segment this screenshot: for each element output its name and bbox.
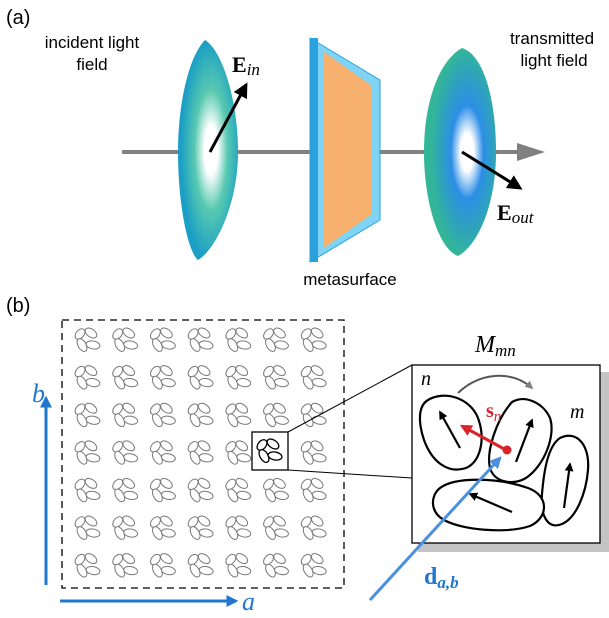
unit-cell	[110, 438, 139, 467]
unit-cell	[185, 325, 215, 354]
e-in-sub: in	[247, 60, 260, 79]
unit-cell-lattice	[72, 325, 328, 580]
dipole-arrow-m	[514, 418, 534, 463]
unit-cell	[185, 438, 215, 467]
scatterer-bottom	[431, 478, 545, 532]
unit-cell	[147, 325, 177, 354]
metasurface-label: metasurface	[303, 270, 397, 289]
unit-cell	[147, 551, 177, 580]
unit-cell	[298, 513, 328, 542]
unit-cell	[223, 513, 252, 542]
unit-cell	[223, 438, 252, 467]
unit-cell	[147, 400, 177, 429]
unit-cell	[72, 363, 102, 392]
e-in-label: Ein	[232, 52, 260, 79]
unit-cell	[110, 551, 139, 580]
incident-beam	[178, 40, 238, 260]
unit-cell	[110, 325, 139, 354]
metasurface	[309, 37, 381, 263]
unit-cell	[185, 400, 215, 429]
panel-a-label: (a)	[6, 7, 30, 29]
unit-cell	[110, 475, 139, 504]
e-out-label: Eout	[497, 200, 535, 227]
unit-cell	[261, 400, 290, 429]
unit-cell	[185, 513, 215, 542]
e-out-main: E	[497, 200, 512, 225]
unit-cell	[261, 551, 290, 580]
unit-cell	[72, 551, 102, 580]
axis-a-label: a	[242, 587, 255, 616]
m-mn-main: M	[474, 332, 497, 358]
unit-cell	[147, 438, 177, 467]
unit-cell	[110, 400, 139, 429]
unit-cell	[298, 551, 328, 580]
lattice-boundary	[61, 319, 345, 589]
metasurface-side	[310, 38, 318, 262]
s-n-arrow	[459, 424, 507, 452]
s-n-label: sn	[486, 400, 501, 425]
unit-cell	[261, 363, 290, 392]
unit-cell	[223, 551, 252, 580]
unit-cell	[261, 325, 290, 354]
unit-cell	[298, 363, 328, 392]
unit-cell	[223, 325, 252, 354]
e-out-sub: out	[512, 208, 535, 227]
unit-cell	[72, 438, 102, 467]
metasurface-plate	[324, 52, 372, 248]
d-ab-sub: a,b	[437, 573, 458, 592]
transmitted-beam	[424, 48, 496, 256]
incident-label-line1: incident light	[45, 33, 140, 52]
unit-cell	[72, 513, 102, 542]
s-n-sub: n	[494, 409, 502, 425]
dipole-arrow-bottom	[468, 492, 513, 514]
unit-cell	[185, 363, 215, 392]
element-m-label: m	[570, 401, 584, 423]
unit-cell	[110, 363, 139, 392]
unit-cell	[72, 400, 102, 429]
unit-cell	[72, 475, 102, 504]
unit-cell	[223, 363, 252, 392]
transmitted-label-line1: transmitted	[510, 29, 594, 48]
panel-b-label: (b)	[6, 295, 30, 317]
unit-cell	[261, 513, 290, 542]
reference-point	[502, 445, 512, 455]
unit-cell	[147, 363, 177, 392]
zoom-line-bottom	[287, 469, 413, 479]
unit-cell	[298, 438, 328, 467]
dipole-arrow-n	[439, 410, 461, 449]
unit-cell	[261, 475, 290, 504]
m-mn-label: Mmn	[474, 332, 516, 360]
dipole-arrow-right	[562, 462, 574, 509]
unit-cell	[298, 475, 328, 504]
d-ab-label: da,b	[424, 564, 459, 592]
unit-cell	[223, 400, 252, 429]
transmitted-label-line2: light field	[520, 51, 587, 70]
unit-cell	[147, 513, 177, 542]
s-n-main: s	[486, 400, 494, 422]
unit-cell	[147, 475, 177, 504]
unit-cell	[185, 551, 215, 580]
unit-cell	[110, 513, 139, 542]
coupling-arrow	[457, 374, 534, 394]
d-ab-arrow	[368, 456, 502, 602]
unit-cell	[223, 475, 252, 504]
m-mn-sub: mn	[495, 341, 516, 360]
highlighted-cell	[256, 438, 283, 464]
element-n-label: n	[421, 368, 431, 390]
incident-label-line2: field	[76, 55, 107, 74]
unit-cell	[298, 325, 328, 354]
optical-axis-arrowhead	[517, 143, 545, 161]
d-ab-main: d	[424, 564, 438, 590]
e-in-arrow	[208, 82, 248, 153]
unit-cell	[72, 325, 102, 354]
e-out-arrow	[461, 150, 523, 190]
scatterer-m	[488, 398, 553, 484]
scatterer-right	[540, 434, 590, 527]
zoom-line-top	[287, 364, 413, 433]
axis-b-label: b	[32, 379, 45, 408]
e-in-main: E	[232, 52, 247, 77]
highlighted-cell-box	[251, 431, 289, 471]
unit-cell	[185, 475, 215, 504]
